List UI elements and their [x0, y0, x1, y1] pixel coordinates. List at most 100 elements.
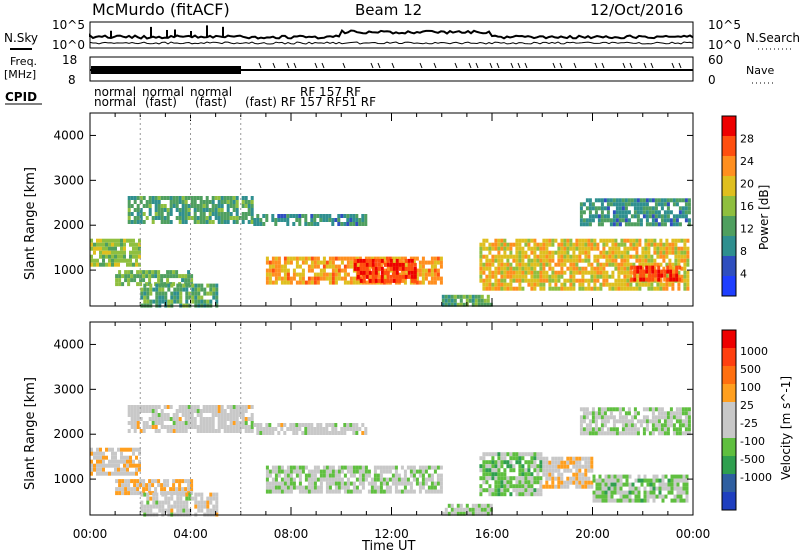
echo-cell	[130, 491, 134, 496]
echo-cell	[521, 456, 525, 461]
echo-cell	[265, 268, 269, 273]
echo-cell	[298, 481, 302, 486]
echo-cell	[669, 265, 673, 270]
echo-cell	[148, 270, 152, 275]
echo-cell	[203, 299, 207, 304]
echo-cell	[132, 451, 135, 456]
echo-cell	[563, 246, 567, 251]
echo-cell	[536, 492, 540, 497]
echo-cell	[397, 473, 401, 478]
echo-cell	[524, 472, 528, 477]
echo-cell	[683, 286, 687, 291]
echo-cell	[124, 479, 128, 484]
echo-cell	[178, 216, 182, 220]
echo-cell	[488, 468, 492, 473]
echo-cell	[220, 204, 224, 208]
echo-cell	[340, 268, 344, 273]
echo-cell	[542, 484, 546, 489]
echo-cell	[117, 471, 120, 476]
echo-cell	[105, 254, 108, 259]
echo-cell	[199, 212, 203, 216]
echo-cell	[196, 204, 200, 208]
echo-cell	[139, 429, 143, 433]
echo-cell	[627, 419, 631, 424]
echo-cell	[151, 196, 155, 200]
echo-cell	[491, 488, 495, 493]
echo-cell	[172, 487, 176, 492]
echo-cell	[265, 485, 269, 490]
echo-region	[115, 270, 194, 287]
echo-cell	[401, 270, 405, 275]
echo-cell	[364, 214, 368, 218]
echo-cell	[430, 477, 434, 482]
echo-cell	[527, 270, 531, 275]
echo-cell	[152, 496, 156, 501]
echo-cell	[633, 415, 637, 420]
echo-cell	[105, 242, 108, 247]
echo-cell	[304, 256, 308, 261]
echo-cell	[479, 254, 483, 259]
echo-cell	[506, 262, 510, 267]
echo-cell	[598, 494, 602, 499]
echo-cell	[115, 491, 119, 496]
echo-cell	[612, 210, 616, 215]
echo-cell	[154, 425, 158, 429]
echo-cell	[572, 262, 576, 267]
echo-cell	[670, 486, 674, 491]
echo-cell	[686, 286, 690, 291]
echo-cell	[521, 480, 525, 485]
echo-cell	[678, 407, 682, 412]
echo-cell	[581, 278, 585, 283]
echo-cell	[215, 492, 219, 497]
echo-cell	[629, 282, 633, 287]
echo-cell	[605, 274, 609, 279]
echo-cell	[545, 238, 549, 243]
echo-cell	[533, 238, 537, 243]
echo-cell	[686, 274, 690, 279]
echo-cell	[166, 429, 170, 433]
echo-cell	[683, 270, 687, 275]
echo-cell	[590, 246, 594, 251]
echo-cell	[123, 238, 126, 243]
echo-cell	[190, 409, 194, 413]
echo-cell	[636, 265, 640, 270]
echo-cell	[594, 423, 598, 428]
echo-cell	[485, 460, 489, 465]
echo-cell	[646, 498, 650, 503]
echo-cell	[199, 417, 203, 421]
echo-cell	[524, 242, 528, 247]
echo-cell	[406, 489, 410, 494]
echo-cell	[578, 464, 582, 469]
echo-cell	[154, 216, 158, 220]
echo-cell	[450, 294, 454, 299]
echo-cell	[289, 427, 293, 431]
echo-cell	[569, 278, 573, 283]
echo-cell	[181, 479, 185, 484]
echo-cell	[356, 266, 360, 271]
freq-label-line1: Freq.	[10, 55, 37, 68]
echo-cell	[521, 484, 525, 489]
echo-cell	[657, 210, 661, 215]
echo-cell	[307, 431, 311, 435]
echo-cell	[130, 487, 134, 492]
colorbar-segment	[722, 276, 736, 296]
echo-cell	[319, 214, 323, 218]
echo-cell	[157, 413, 161, 417]
echo-cell	[624, 218, 628, 223]
echo-cell	[289, 465, 293, 470]
echo-cell	[468, 298, 472, 303]
echo-cell	[194, 492, 198, 497]
echo-cell	[340, 485, 344, 490]
echo-cell	[436, 268, 440, 273]
echo-cell	[176, 291, 180, 296]
echo-cell	[527, 254, 531, 259]
echo-cell	[593, 258, 597, 263]
echo-cell	[642, 269, 646, 274]
echo-cell	[551, 468, 555, 473]
echo-cell	[651, 210, 655, 215]
echo-cell	[208, 405, 212, 409]
echo-cell	[223, 429, 227, 433]
echo-cell	[298, 256, 302, 261]
nave-mark	[454, 62, 458, 69]
echo-cell	[132, 246, 135, 251]
